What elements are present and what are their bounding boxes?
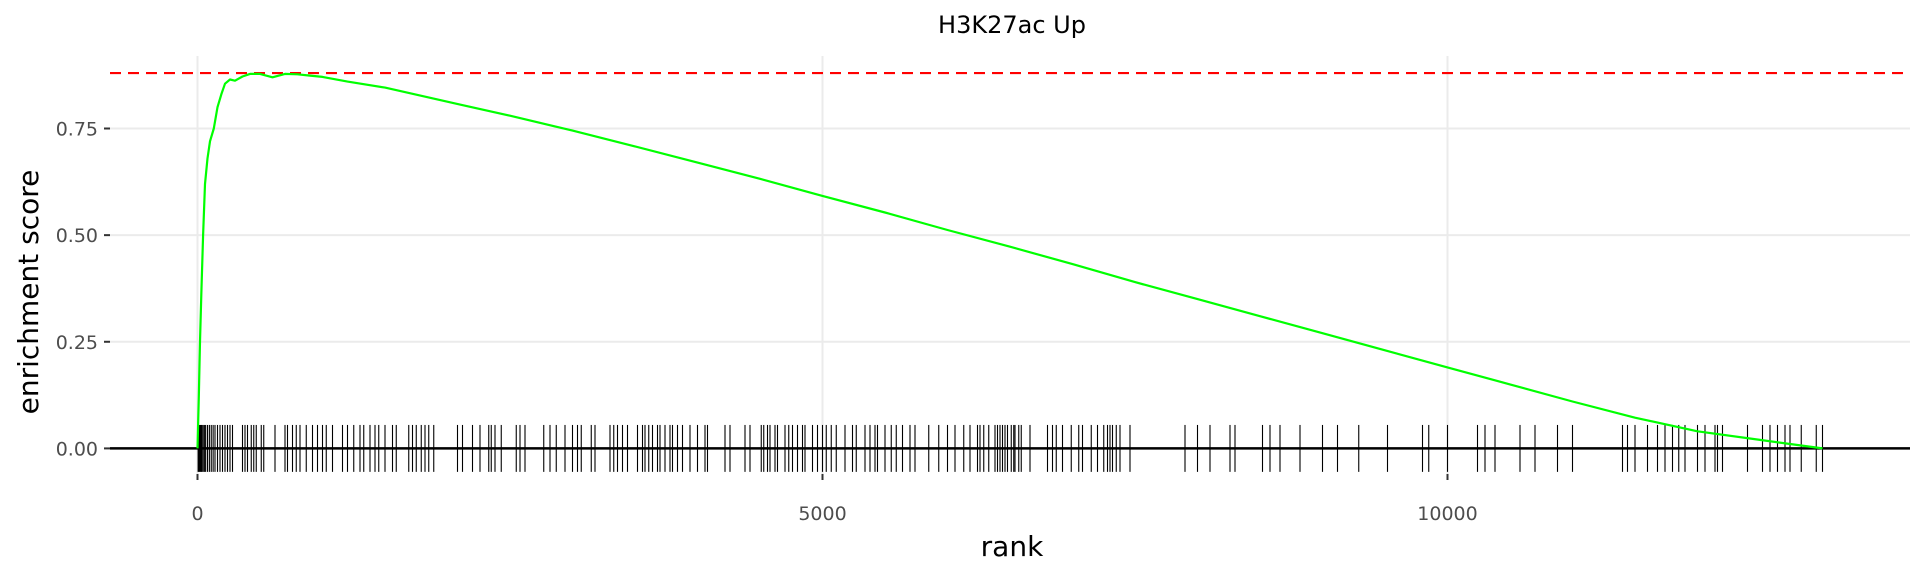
x-tick-label: 0	[191, 503, 203, 525]
reference-lines	[110, 71, 1910, 450]
enrichment-curve	[196, 72, 1823, 450]
chart-title: H3K27ac Up	[938, 11, 1086, 39]
axis-ticks: 0.00 0.25 0.50 0.75 0 5000 10000	[56, 119, 1478, 525]
x-tick-label: 5000	[798, 503, 846, 525]
y-axis-title: enrichment score	[12, 170, 45, 415]
plot-grid	[110, 56, 1910, 474]
y-tick-label: 0.50	[56, 225, 98, 247]
y-tick-label: 0.25	[56, 332, 98, 354]
x-tick-label: 10000	[1417, 503, 1477, 525]
y-tick-label: 0.00	[56, 438, 98, 460]
series-layer	[196, 72, 1823, 450]
x-axis-title: rank	[981, 530, 1044, 563]
y-tick-label: 0.75	[56, 119, 98, 141]
rug-ticks	[197, 424, 1824, 472]
